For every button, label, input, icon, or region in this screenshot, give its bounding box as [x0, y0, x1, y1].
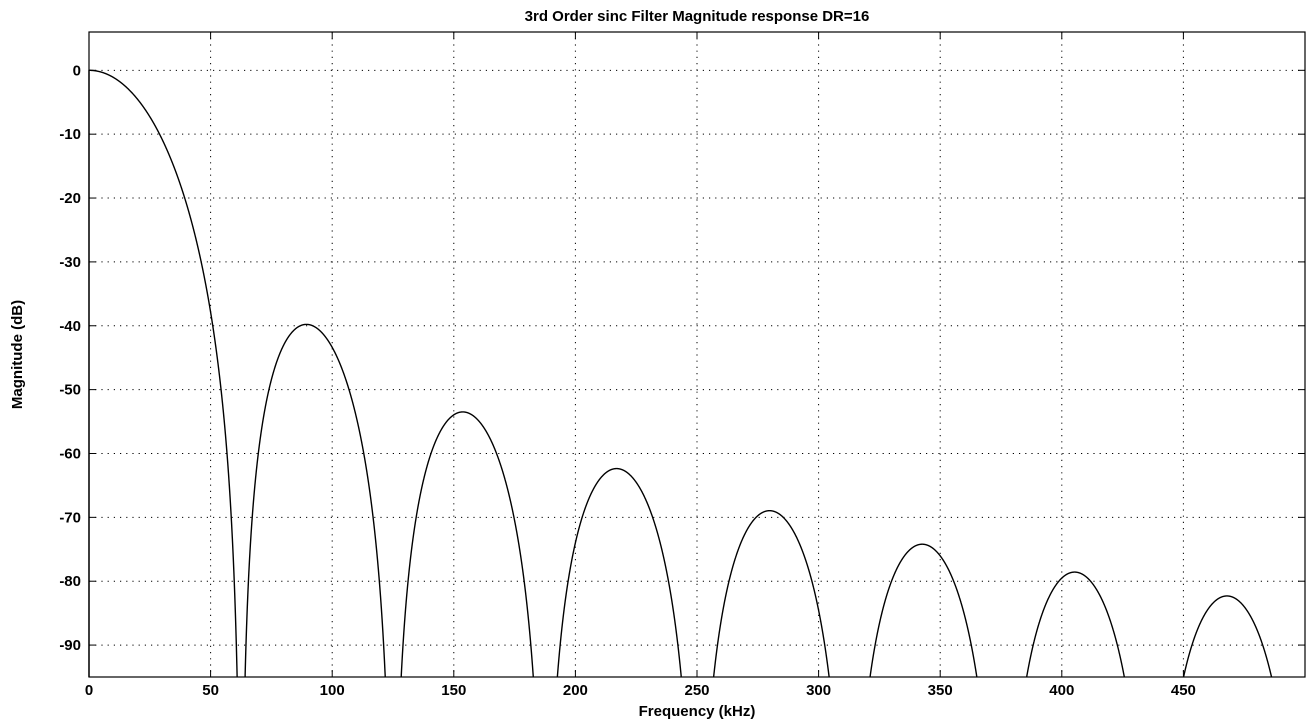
x-axis-ticks: 0 50 100 150 200 250 300 350 400 450: [85, 32, 1196, 699]
x-tick-label: 100: [320, 682, 345, 699]
curve-layer: [88, 69, 1273, 678]
y-tick-label: -20: [59, 190, 81, 207]
chart-title: 3rd Order sinc Filter Magnitude response…: [525, 8, 870, 25]
y-axis-ticks: 0 -10 -20 -30 -40 -50 -60 -70 -80 -90: [59, 62, 1305, 654]
x-tick-label: 200: [563, 682, 588, 699]
x-tick-label: 50: [202, 682, 219, 699]
y-tick-label: -60: [59, 445, 81, 462]
y-tick-label: -50: [59, 382, 81, 399]
y-tick-label: -30: [59, 254, 81, 271]
x-tick-label: 300: [806, 682, 831, 699]
y-axis-title: Magnitude (dB): [9, 300, 26, 409]
y-tick-label: -70: [59, 509, 81, 526]
x-tick-label: 450: [1171, 682, 1196, 699]
y-tick-label: -80: [59, 573, 81, 590]
x-axis-title: Frequency (kHz): [639, 703, 756, 720]
y-tick-label: -90: [59, 637, 81, 654]
magnitude-response-line: [88, 69, 1273, 678]
x-tick-label: 0: [85, 682, 93, 699]
x-tick-label: 400: [1049, 682, 1074, 699]
x-tick-label: 150: [441, 682, 466, 699]
y-tick-label: 0: [73, 62, 81, 79]
grid-layer: [89, 32, 1305, 677]
y-tick-label: -10: [59, 126, 81, 143]
y-tick-label: -40: [59, 318, 81, 335]
x-tick-label: 350: [928, 682, 953, 699]
x-tick-label: 250: [684, 682, 709, 699]
